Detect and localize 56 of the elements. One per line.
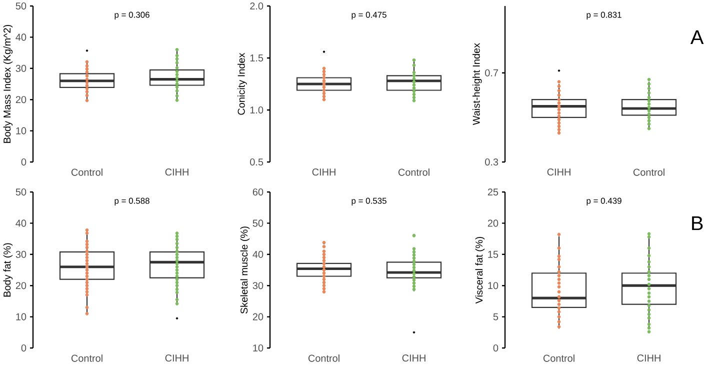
y-axis-title: Visceral fat (%) <box>475 236 485 304</box>
text: p = 0.535 <box>352 198 386 206</box>
x-tick-label: Control <box>308 354 340 362</box>
y-tick-label: 50 <box>16 188 26 196</box>
x-tick-label: Control <box>71 354 102 362</box>
y-tick-label: 0 <box>21 344 26 352</box>
y-tick-label: 1.0 <box>250 106 264 114</box>
y-tick-label: 15 <box>488 250 498 258</box>
annotation: A <box>690 30 704 44</box>
y-tick-label: 50 <box>252 220 264 227</box>
annotation: B <box>692 216 703 230</box>
x-tick-label: CIHH <box>165 168 188 176</box>
x-tick-label: Control <box>633 168 664 176</box>
x-tick-label: Control <box>398 168 430 176</box>
y-axis-title: Body fat (%) <box>3 243 13 297</box>
y-axis-title: Waist-height Index <box>472 43 482 126</box>
y-tick-label: 2.0 <box>250 2 264 10</box>
x-tick-label: CIHH <box>637 354 660 362</box>
y-axis-title: Skeletal muscle (%) <box>240 226 250 314</box>
y-tick-label: 0.5 <box>250 158 264 166</box>
y-tick-label: 0 <box>493 344 498 352</box>
y-tick-label: 40 <box>16 220 26 227</box>
y-tick-label: 5 <box>493 313 498 320</box>
y-tick-label: 40 <box>16 34 26 41</box>
y-tick-label: 30 <box>16 64 26 72</box>
x-tick-label: CIHH <box>402 354 426 362</box>
y-tick-label: 60 <box>252 188 264 196</box>
x-tick-label: CIHH <box>312 168 336 176</box>
y-tick-label: 10 <box>488 282 498 290</box>
y-tick-label: 0 <box>21 158 26 166</box>
y-tick-label: 0.3 <box>485 158 498 166</box>
y-tick-label: 30 <box>252 282 264 290</box>
y-tick-label: 10 <box>16 313 26 320</box>
y-tick-label: 20 <box>488 220 498 227</box>
text: p = 0.475 <box>352 12 386 20</box>
y-tick-label: 40 <box>252 250 264 258</box>
y-tick-label: 25 <box>488 188 498 196</box>
y-tick-label: 0.7 <box>485 69 498 76</box>
x-tick-label: CIHH <box>165 354 188 362</box>
text: p = 0.588 <box>114 198 150 206</box>
y-axis-title: Body Mass Index (Kg/m^2) <box>3 24 13 143</box>
y-axis-title: Conicity Index <box>238 52 247 115</box>
y-tick-label: 20 <box>252 313 264 320</box>
text: p = 0.306 <box>114 12 150 20</box>
y-tick-label: 10 <box>16 127 26 134</box>
y-tick-label: 20 <box>16 282 26 290</box>
x-tick-label: Control <box>543 354 574 362</box>
y-tick-label: 30 <box>16 250 26 258</box>
y-tick-label: 1.5 <box>250 54 264 62</box>
x-tick-label: Control <box>71 168 102 176</box>
y-tick-label: 20 <box>16 96 26 104</box>
y-tick-label: 10 <box>253 344 264 352</box>
x-tick-label: CIHH <box>547 168 570 176</box>
text: p = 0.831 <box>586 12 622 20</box>
y-tick-label: 50 <box>16 2 26 10</box>
text: p = 0.439 <box>586 198 622 206</box>
